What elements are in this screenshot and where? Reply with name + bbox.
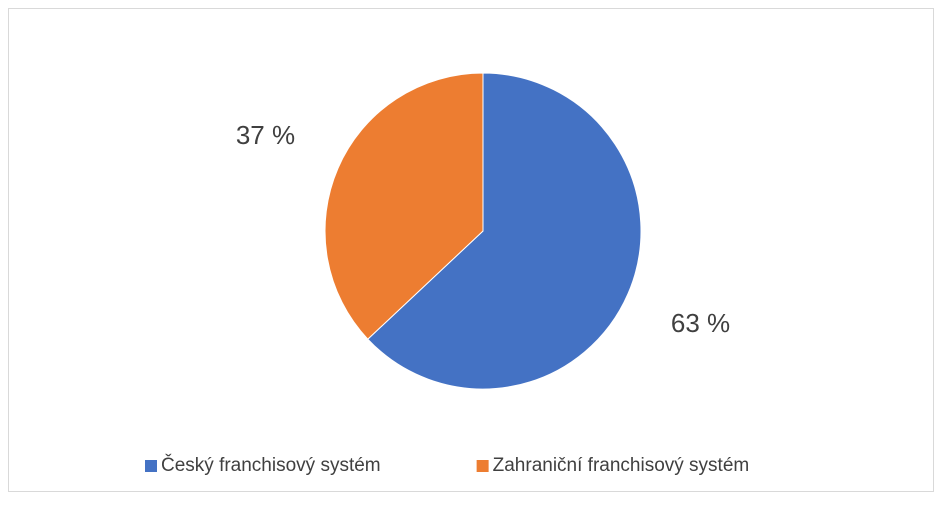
pie-slice [367,72,642,390]
data-label: 37 % [236,120,295,150]
legend-label: Zahraniční franchisový systém [493,455,750,476]
data-label: 63 % [671,308,730,338]
pie-slice [324,72,484,340]
legend-swatch [476,460,489,472]
legend-label: Český franchisový systém [161,454,381,476]
legend-swatch [145,460,157,472]
